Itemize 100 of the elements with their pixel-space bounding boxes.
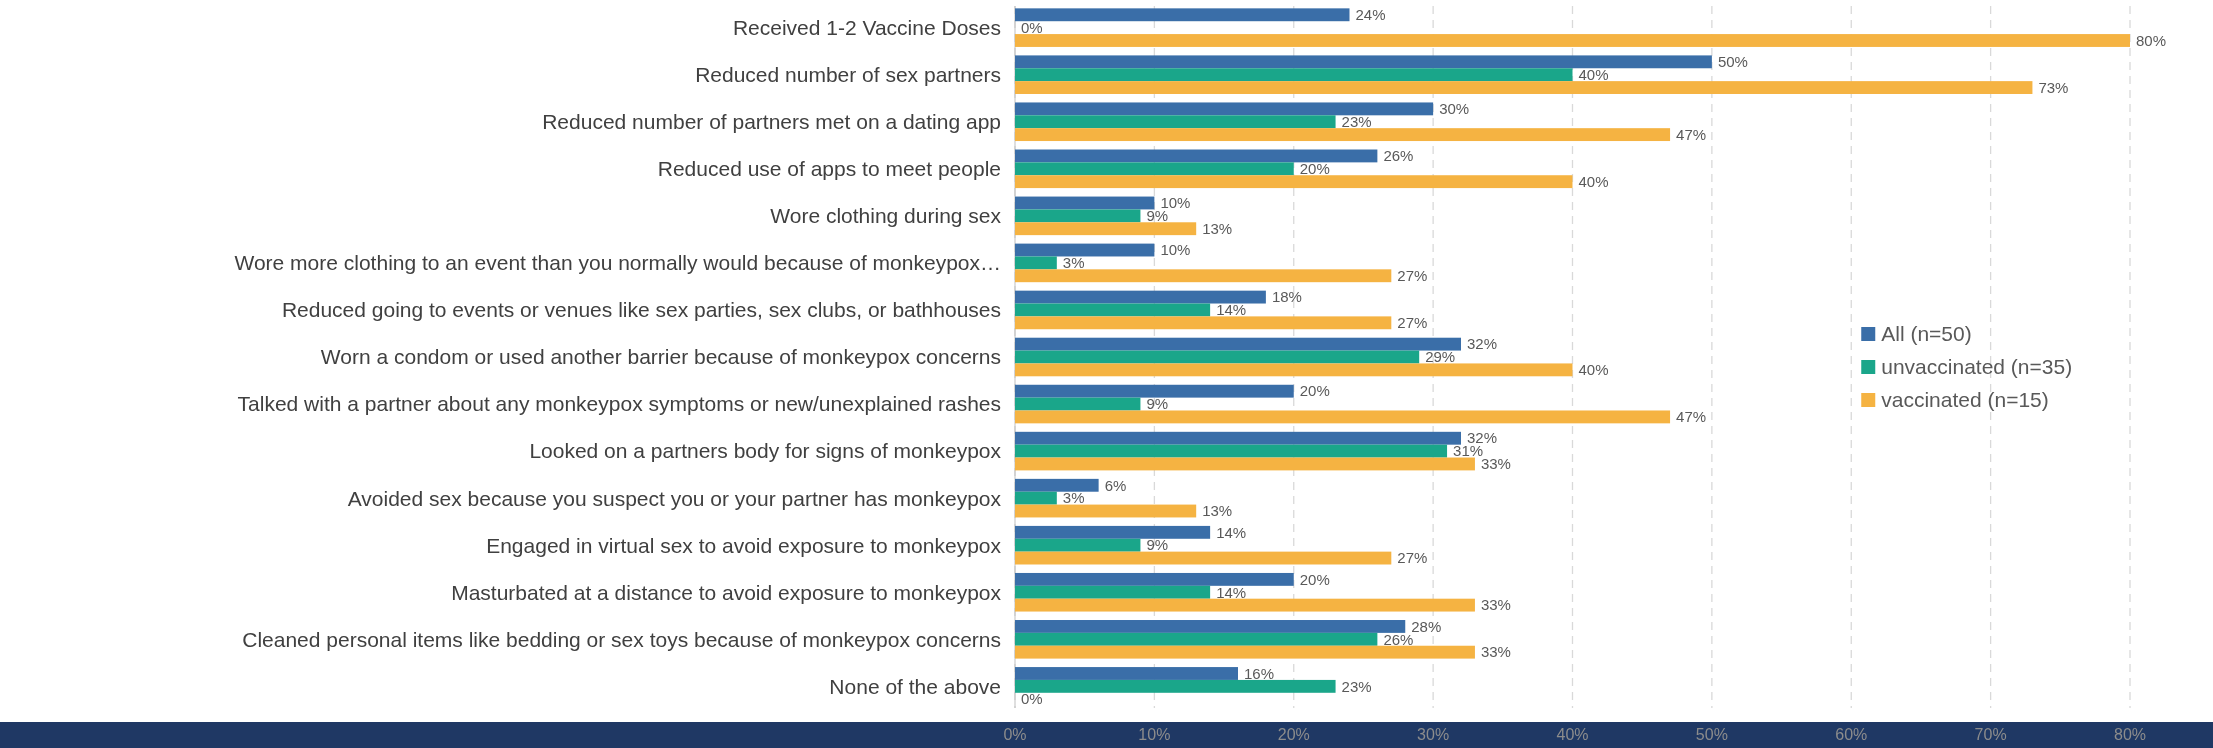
bar xyxy=(1015,431,1461,445)
data-label: 47% xyxy=(1676,125,1707,143)
data-label: 13% xyxy=(1202,219,1233,237)
data-label: 23% xyxy=(1341,677,1372,695)
bar xyxy=(1015,444,1448,458)
bar xyxy=(1015,363,1573,377)
bar xyxy=(1015,162,1294,176)
data-label: 9% xyxy=(1146,395,1169,413)
data-label: 6% xyxy=(1104,476,1127,494)
bar xyxy=(1015,585,1211,599)
data-label: 10% xyxy=(1160,241,1191,259)
data-label: 24% xyxy=(1355,6,1386,24)
bar xyxy=(1015,525,1211,539)
bar xyxy=(1015,679,1336,693)
bar xyxy=(1015,175,1573,189)
data-label: 32% xyxy=(1467,335,1498,353)
bar xyxy=(1015,337,1461,351)
bar xyxy=(1015,243,1155,257)
bar xyxy=(1015,68,1573,82)
bar xyxy=(1015,128,1671,142)
bar xyxy=(1015,8,1350,22)
x-tick-label: 10% xyxy=(1138,726,1171,743)
bar xyxy=(1015,303,1211,317)
data-label: 47% xyxy=(1676,408,1707,426)
data-label: 27% xyxy=(1397,314,1428,332)
data-label: 20% xyxy=(1299,160,1330,178)
bar xyxy=(1015,632,1378,646)
data-label: 28% xyxy=(1411,617,1442,635)
y-tick-label: Reduced use of apps to meet people xyxy=(657,157,1001,181)
y-tick-label: Engaged in virtual sex to avoid exposure to monkeypox xyxy=(486,533,1002,557)
y-tick-label: Avoided sex because you suspect you or your partner has monkeypox xyxy=(347,486,1002,510)
x-tick-label: 30% xyxy=(1417,726,1450,743)
y-tick-label: Worn a condom or used another barrier because of monkeypox concerns xyxy=(320,345,1001,369)
x-tick-label: 20% xyxy=(1277,726,1310,743)
data-label: 0% xyxy=(1021,18,1043,36)
legend-label: vaccinated (n=15) xyxy=(1881,388,2049,412)
bar xyxy=(1015,667,1238,680)
x-tick-label: 40% xyxy=(1556,726,1589,743)
bar xyxy=(1015,34,2130,47)
bar xyxy=(1015,81,2033,94)
bar xyxy=(1015,149,1378,163)
data-label: 50% xyxy=(1717,53,1748,71)
bar xyxy=(1015,410,1671,424)
data-label: 73% xyxy=(2038,78,2069,96)
bar xyxy=(1015,397,1141,411)
x-tick-label: 70% xyxy=(1974,726,2007,743)
legend-label: All (n=50) xyxy=(1881,322,1972,346)
bar xyxy=(1015,598,1475,612)
y-tick-label: Looked on a partners body for signs of monkeypox xyxy=(529,439,1002,463)
y-tick-label: Talked with a partner about any monkeypox symptoms or new/unexplained rashes xyxy=(237,392,1001,416)
bar xyxy=(1015,256,1057,270)
data-label: 33% xyxy=(1480,596,1511,614)
data-label: 27% xyxy=(1397,267,1428,285)
data-label: 40% xyxy=(1578,361,1609,379)
data-label: 26% xyxy=(1383,147,1414,165)
bar xyxy=(1015,269,1392,283)
bar xyxy=(1015,572,1294,586)
data-label: 40% xyxy=(1578,172,1609,190)
bar xyxy=(1015,209,1141,223)
data-label: 16% xyxy=(1244,664,1275,682)
bar xyxy=(1015,551,1392,565)
y-tick-label: Masturbated at a distance to avoid exposure to monkeypox xyxy=(451,580,1002,604)
data-label: 18% xyxy=(1271,288,1302,306)
bar xyxy=(1015,290,1266,304)
bar xyxy=(1015,384,1294,398)
data-label: 23% xyxy=(1341,113,1372,130)
data-label: 20% xyxy=(1299,382,1330,400)
x-tick-label: 50% xyxy=(1695,726,1728,743)
y-tick-label: Received 1-2 Vaccine Doses xyxy=(732,15,1001,39)
bar xyxy=(1015,316,1392,330)
bar xyxy=(1015,102,1434,116)
y-tick-label: Cleaned personal items like bedding or sex toys because of monkeypox concerns xyxy=(242,627,1001,651)
y-tick-label: Wore more clothing to an event than you normally would because of monkeypox… xyxy=(234,251,1001,275)
x-tick-label: 0% xyxy=(1003,726,1027,743)
bar xyxy=(1015,504,1197,518)
y-tick-label: Reduced number of sex partners xyxy=(695,63,1001,87)
data-label: 80% xyxy=(2136,31,2167,49)
data-label: 30% xyxy=(1439,100,1470,118)
data-label: 33% xyxy=(1480,643,1511,661)
y-tick-label: Reduced going to events or venues like sex parties, sex clubs, or bathhouses xyxy=(281,298,1001,322)
bar xyxy=(1015,196,1155,210)
data-label: 14% xyxy=(1216,583,1247,601)
bar xyxy=(1015,222,1197,236)
bar xyxy=(1015,350,1420,364)
y-tick-label: Wore clothing during sex xyxy=(770,204,1002,228)
data-label: 13% xyxy=(1202,502,1233,520)
bar xyxy=(1015,491,1057,505)
data-label: 3% xyxy=(1062,489,1085,507)
legend-label: unvaccinated (n=35) xyxy=(1881,355,2073,379)
bar xyxy=(1015,55,1712,69)
data-label: 29% xyxy=(1425,348,1456,366)
y-tick-label: Reduced number of partners met on a dating app xyxy=(542,110,1001,134)
data-label: 40% xyxy=(1578,65,1609,83)
bar xyxy=(1015,457,1475,471)
x-tick-label: 80% xyxy=(2113,726,2147,743)
x-tick-label: 60% xyxy=(1835,726,1868,743)
y-tick-label: None of the above xyxy=(829,674,1001,698)
data-label: 27% xyxy=(1397,549,1428,567)
data-label: 14% xyxy=(1216,523,1247,541)
bar xyxy=(1015,115,1336,129)
